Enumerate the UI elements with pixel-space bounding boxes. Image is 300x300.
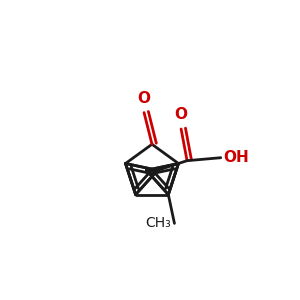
- Text: O: O: [138, 91, 151, 106]
- Text: OH: OH: [224, 150, 250, 165]
- Text: O: O: [175, 107, 188, 122]
- Text: CH₃: CH₃: [146, 216, 172, 230]
